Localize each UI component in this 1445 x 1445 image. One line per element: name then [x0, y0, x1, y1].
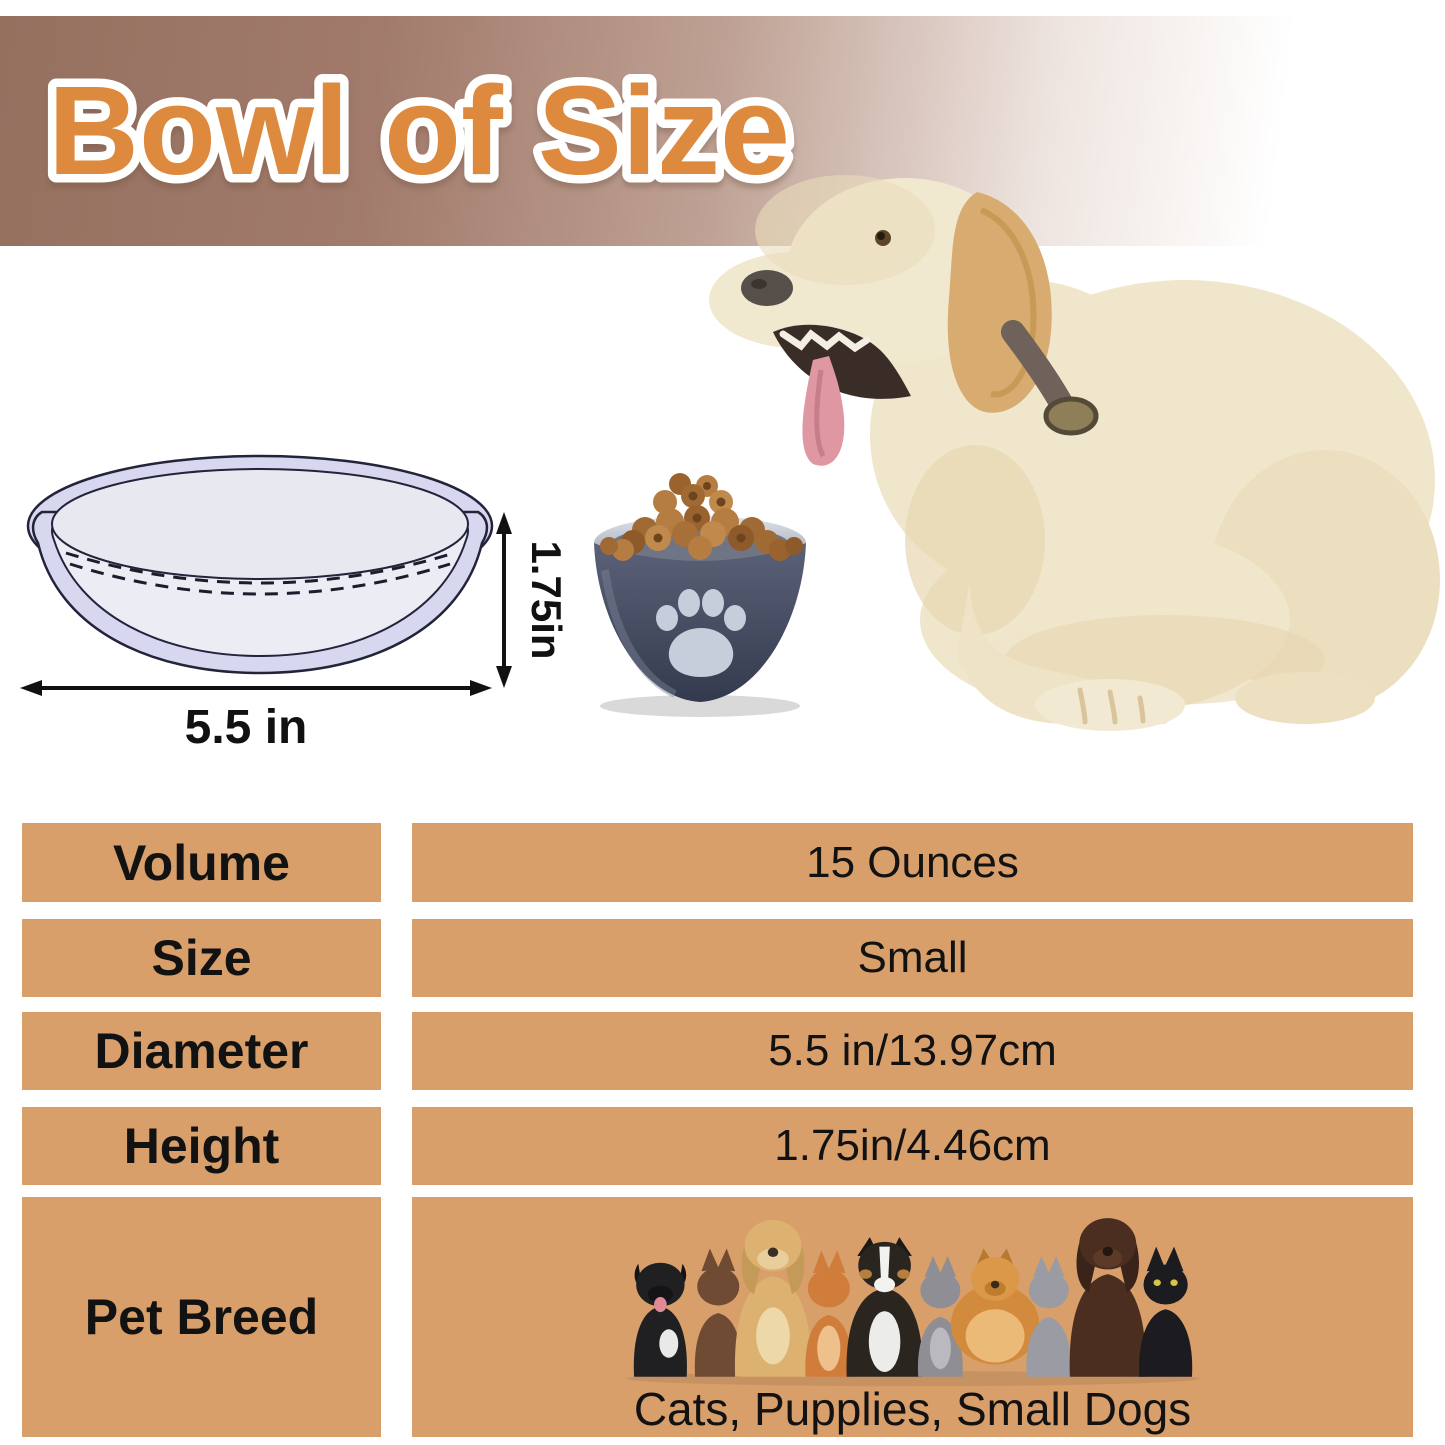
- row-label: Volume: [113, 834, 290, 891]
- header-banner: [0, 16, 1445, 246]
- table-row-size-value: Small: [412, 919, 1413, 997]
- black-cat-illustration: [1138, 1246, 1192, 1377]
- grey-tabby-illustration: [917, 1255, 963, 1377]
- table-row-height-label: Height: [22, 1107, 381, 1185]
- table-row-petbreed-label: Pet Breed: [22, 1197, 381, 1437]
- grey-tabby-illustration: [1025, 1255, 1071, 1377]
- table-row-diameter-label: Diameter: [22, 1012, 381, 1090]
- kibble-food: [600, 473, 803, 561]
- chocolate-lab-illustration: [1069, 1217, 1146, 1377]
- row-value: Small: [857, 933, 968, 982]
- brown-cat-illustration: [694, 1248, 742, 1377]
- dog-illustration: [709, 175, 1440, 731]
- table-row-petbreed-value: Cats, Pupplies, Small Dogs: [412, 1197, 1413, 1437]
- row-label: Size: [151, 930, 252, 986]
- table-row-volume-label: Volume: [22, 823, 381, 902]
- row-value: 1.75in/4.46cm: [774, 1121, 1051, 1170]
- orange-tabby-illustration: [804, 1250, 852, 1377]
- table-row-volume-value: 15 Ounces: [412, 823, 1413, 902]
- page-title: Bowl of Size: [48, 60, 790, 201]
- table-row-diameter-value: 5.5 in/13.97cm: [412, 1012, 1413, 1090]
- row-value: 15 Ounces: [806, 837, 1019, 887]
- row-label: Diameter: [94, 1023, 309, 1079]
- labrador-photo: [594, 175, 1440, 731]
- height-label: 1.75in: [523, 540, 568, 659]
- row-label: Pet Breed: [84, 1289, 319, 1345]
- pug-illustration: [633, 1262, 687, 1377]
- row-value: 5.5 in/13.97cm: [768, 1026, 1057, 1075]
- width-label: 5.5 in: [185, 701, 308, 754]
- bowl-dimension-diagram: 5.5 in 1.75in: [20, 454, 568, 754]
- paw-print-icon: [656, 589, 746, 677]
- page-title-art: Bowl of Size: [40, 52, 799, 210]
- pet-breed-caption: Cats, Pupplies, Small Dogs: [633, 1382, 1192, 1435]
- pets-photo: [626, 1217, 1199, 1386]
- bowl-outline-icon: [26, 454, 494, 675]
- border-collie-illustration: [846, 1236, 923, 1377]
- yellow-lab-illustration: [734, 1219, 811, 1377]
- row-label: Height: [123, 1118, 280, 1174]
- food-bowl-illustration: [594, 473, 806, 717]
- height-dimension-arrow-icon: [496, 512, 512, 688]
- width-dimension-arrow-icon: [20, 680, 492, 696]
- table-row-size-label: Size: [22, 919, 381, 997]
- table-row-height-value: 1.75in/4.46cm: [412, 1107, 1413, 1185]
- pomeranian-illustration: [950, 1248, 1039, 1365]
